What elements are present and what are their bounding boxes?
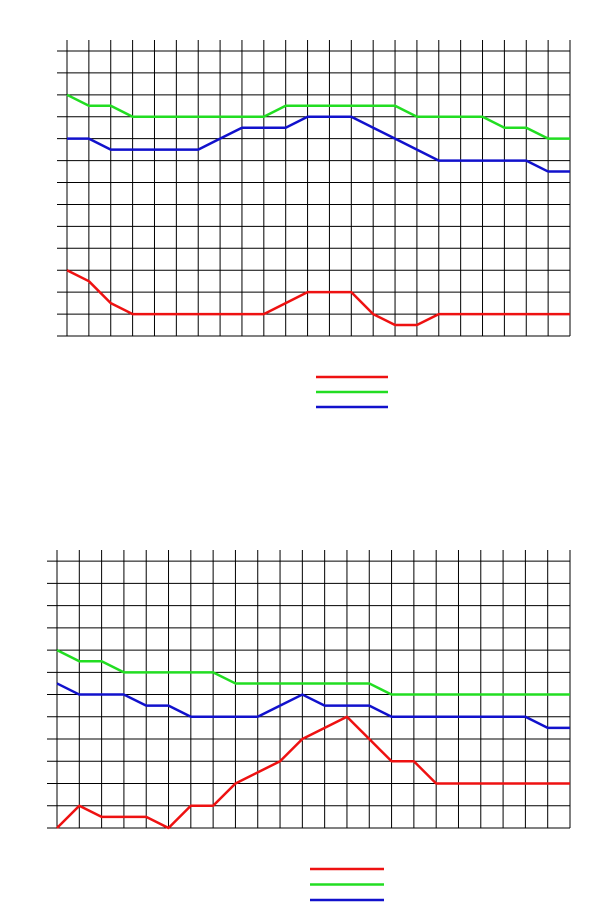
series-line	[56, 648, 570, 696]
series-line	[66, 93, 570, 140]
series-line	[66, 269, 570, 327]
series-line	[56, 715, 570, 830]
series-line	[67, 115, 570, 173]
series-line	[56, 682, 570, 730]
